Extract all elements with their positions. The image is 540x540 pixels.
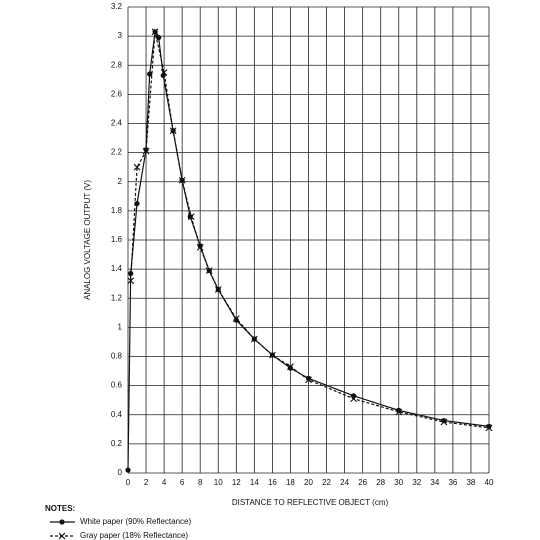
x-tick-label: 34 xyxy=(430,478,439,487)
x-tick-label: 14 xyxy=(250,478,259,487)
legend-title: NOTES: xyxy=(45,504,75,513)
data-point xyxy=(127,277,135,285)
data-point xyxy=(350,395,358,403)
data-point xyxy=(169,127,177,135)
y-tick-label: 2.8 xyxy=(111,60,123,69)
x-tick-label: 26 xyxy=(358,478,367,487)
legend-marker xyxy=(58,532,66,540)
y-tick-label: 0.4 xyxy=(111,410,123,419)
x-tick-label: 2 xyxy=(144,478,149,487)
y-tick-label: 1.6 xyxy=(111,235,123,244)
data-point xyxy=(133,163,141,171)
x-tick-label: 36 xyxy=(448,478,457,487)
data-point xyxy=(187,213,195,221)
y-tick-label: 0.2 xyxy=(111,439,123,448)
data-point xyxy=(269,351,276,359)
data-point xyxy=(305,376,312,384)
x-tick-label: 6 xyxy=(180,478,185,487)
x-tick-label: 8 xyxy=(198,478,203,487)
data-point xyxy=(287,365,294,371)
y-tick-label: 1.4 xyxy=(111,264,123,273)
data-point xyxy=(156,34,162,41)
legend-marker xyxy=(59,519,65,525)
x-tick-label: 28 xyxy=(376,478,385,487)
data-point xyxy=(147,71,153,77)
series-line xyxy=(130,31,490,429)
x-tick-label: 16 xyxy=(268,478,277,487)
y-tick-label: 2.6 xyxy=(111,89,123,98)
y-tick-label: 0 xyxy=(118,468,123,477)
x-tick-label: 0 xyxy=(126,478,131,487)
data-point xyxy=(143,147,149,153)
data-point xyxy=(134,200,140,207)
data-point xyxy=(160,69,168,76)
data-point xyxy=(214,286,222,293)
y-tick-label: 0.8 xyxy=(111,352,123,361)
x-tick-label: 12 xyxy=(232,478,241,487)
x-tick-label: 22 xyxy=(322,478,331,487)
x-tick-label: 10 xyxy=(214,478,223,487)
y-tick-label: 0.6 xyxy=(111,381,123,390)
legend-label: Gray paper (18% Reflectance) xyxy=(80,531,188,540)
x-axis-label: DISTANCE TO REFLECTIVE OBJECT (cm) xyxy=(232,498,389,507)
data-point xyxy=(205,267,213,274)
data-point xyxy=(233,317,239,323)
y-tick-label: 1.8 xyxy=(111,206,123,215)
data-point xyxy=(485,424,493,432)
y-tick-label: 1.2 xyxy=(111,293,123,302)
y-tick-label: 2.4 xyxy=(111,119,123,128)
y-tick-label: 3 xyxy=(118,31,123,40)
x-tick-label: 40 xyxy=(485,478,494,487)
data-point xyxy=(395,408,403,416)
data-point xyxy=(142,147,150,155)
data-point xyxy=(125,467,131,473)
y-tick-label: 3.2 xyxy=(111,2,123,11)
x-tick-label: 32 xyxy=(412,478,421,487)
data-point xyxy=(250,335,258,343)
x-tick-label: 30 xyxy=(394,478,403,487)
x-tick-label: 24 xyxy=(340,478,349,487)
data-point xyxy=(440,418,448,426)
data-point xyxy=(305,375,312,381)
data-point xyxy=(151,28,159,36)
data-point xyxy=(287,363,294,371)
data-point xyxy=(486,423,492,429)
data-point xyxy=(196,243,204,251)
x-tick-label: 38 xyxy=(466,478,475,487)
legend-label: White paper (90% Reflectance) xyxy=(80,517,192,526)
y-tick-label: 1 xyxy=(118,322,123,331)
x-tick-label: 20 xyxy=(304,478,313,487)
x-tick-label: 4 xyxy=(162,478,167,487)
x-tick-label: 18 xyxy=(286,478,295,487)
y-tick-label: 2.2 xyxy=(111,148,123,157)
data-point xyxy=(232,315,240,323)
y-tick-label: 2 xyxy=(118,177,123,186)
y-axis-label: ANALOG VOLTAGE OUTPUT (V) xyxy=(83,180,92,300)
data-point xyxy=(178,176,186,184)
